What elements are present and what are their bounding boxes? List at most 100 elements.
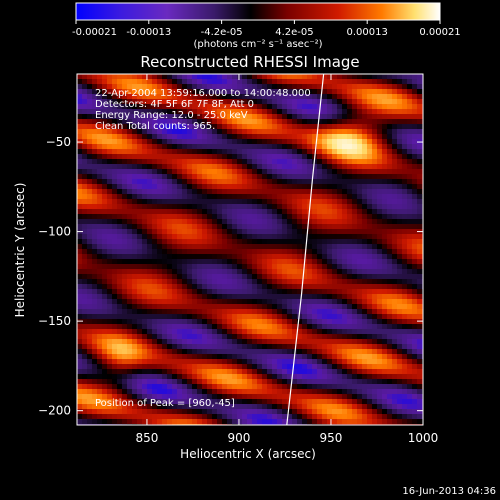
heatmap-cell xyxy=(192,339,198,345)
heatmap-cell xyxy=(247,249,253,255)
heatmap-cell xyxy=(357,269,363,275)
heatmap-cell xyxy=(277,299,283,305)
heatmap-cell xyxy=(112,194,118,200)
heatmap-cell xyxy=(152,139,158,145)
heatmap-cell xyxy=(322,394,328,400)
heatmap-cell xyxy=(127,224,133,230)
heatmap-cell xyxy=(287,404,293,410)
heatmap-cell xyxy=(187,354,193,360)
heatmap-cell xyxy=(237,124,243,130)
heatmap-cell xyxy=(397,79,403,85)
heatmap-cell xyxy=(122,214,128,220)
heatmap-cell xyxy=(252,359,258,365)
heatmap-cell xyxy=(132,329,138,335)
heatmap-cell xyxy=(202,394,208,400)
heatmap-cell xyxy=(362,159,368,165)
heatmap-cell xyxy=(367,294,373,300)
heatmap-cell xyxy=(247,274,253,280)
heatmap-cell xyxy=(297,79,303,85)
heatmap-cell xyxy=(112,234,118,240)
heatmap-cell xyxy=(162,304,168,310)
heatmap-cell xyxy=(317,279,323,285)
heatmap-cell xyxy=(392,369,398,375)
heatmap-cell xyxy=(307,299,313,305)
heatmap-cell xyxy=(232,374,238,380)
heatmap-cell xyxy=(302,319,308,325)
heatmap-cell xyxy=(112,154,118,160)
heatmap-cell xyxy=(107,254,113,260)
heatmap-cell xyxy=(367,104,373,110)
heatmap-cell xyxy=(232,289,238,295)
heatmap-cell xyxy=(267,254,273,260)
heatmap-cell xyxy=(157,354,163,360)
heatmap-cell xyxy=(132,419,138,425)
heatmap-cell xyxy=(152,419,158,425)
heatmap-cell xyxy=(332,169,338,175)
heatmap-cell xyxy=(362,264,368,270)
heatmap-cell xyxy=(202,204,208,210)
heatmap-cell xyxy=(247,159,253,165)
heatmap-cell xyxy=(137,319,143,325)
heatmap-cell xyxy=(232,159,238,165)
heatmap-cell xyxy=(92,269,98,275)
heatmap-cell xyxy=(97,364,103,370)
heatmap-cell xyxy=(217,354,223,360)
heatmap-cell xyxy=(182,259,188,265)
heatmap-cell xyxy=(167,89,173,95)
heatmap-cell xyxy=(337,419,343,425)
heatmap-cell xyxy=(202,344,208,350)
heatmap-cell xyxy=(227,389,233,395)
heatmap-cell xyxy=(172,149,178,155)
heatmap-cell xyxy=(192,329,198,335)
heatmap-cell xyxy=(347,349,353,355)
heatmap-cell xyxy=(107,199,113,205)
heatmap-cell xyxy=(212,94,218,100)
heatmap-cell xyxy=(377,114,383,120)
heatmap-cell xyxy=(412,199,418,205)
heatmap-cell xyxy=(77,334,83,340)
heatmap-cell xyxy=(217,154,223,160)
heatmap-cell xyxy=(122,364,128,370)
heatmap-cell xyxy=(82,104,88,110)
heatmap-cell xyxy=(182,229,188,235)
heatmap-cell xyxy=(232,354,238,360)
heatmap-cell xyxy=(312,359,318,365)
heatmap-cell xyxy=(307,184,313,190)
heatmap-cell xyxy=(397,354,403,360)
heatmap-cell xyxy=(192,384,198,390)
heatmap-cell xyxy=(177,99,183,105)
heatmap-cell xyxy=(312,354,318,360)
heatmap-cell xyxy=(247,369,253,375)
heatmap-cell xyxy=(277,394,283,400)
heatmap-cell xyxy=(217,209,223,215)
heatmap-cell xyxy=(297,244,303,250)
heatmap-cell xyxy=(332,209,338,215)
heatmap-cell xyxy=(162,314,168,320)
heatmap-cell xyxy=(97,419,103,425)
heatmap-cell xyxy=(267,129,273,135)
heatmap-cell xyxy=(157,339,163,345)
heatmap-cell xyxy=(202,379,208,385)
heatmap-cell xyxy=(77,419,83,425)
heatmap-cell xyxy=(257,179,263,185)
heatmap-cell xyxy=(187,319,193,325)
heatmap-cell xyxy=(132,414,138,420)
heatmap-cell xyxy=(202,229,208,235)
heatmap-cell xyxy=(87,139,93,145)
heatmap-cell xyxy=(377,124,383,130)
heatmap-cell xyxy=(187,154,193,160)
heatmap-cell xyxy=(132,144,138,150)
heatmap-cell xyxy=(402,234,408,240)
heatmap-cell xyxy=(387,139,393,145)
heatmap-cell xyxy=(207,364,213,370)
heatmap-cell xyxy=(252,149,258,155)
heatmap-cell xyxy=(317,84,323,90)
heatmap-cell xyxy=(77,294,83,300)
heatmap-cell xyxy=(302,419,308,425)
heatmap-cell xyxy=(397,249,403,255)
heatmap-cell xyxy=(257,149,263,155)
heatmap-cell xyxy=(87,239,93,245)
colorbar-tick-label: 0.00021 xyxy=(419,27,460,38)
heatmap-cell xyxy=(162,369,168,375)
heatmap-cell xyxy=(372,209,378,215)
